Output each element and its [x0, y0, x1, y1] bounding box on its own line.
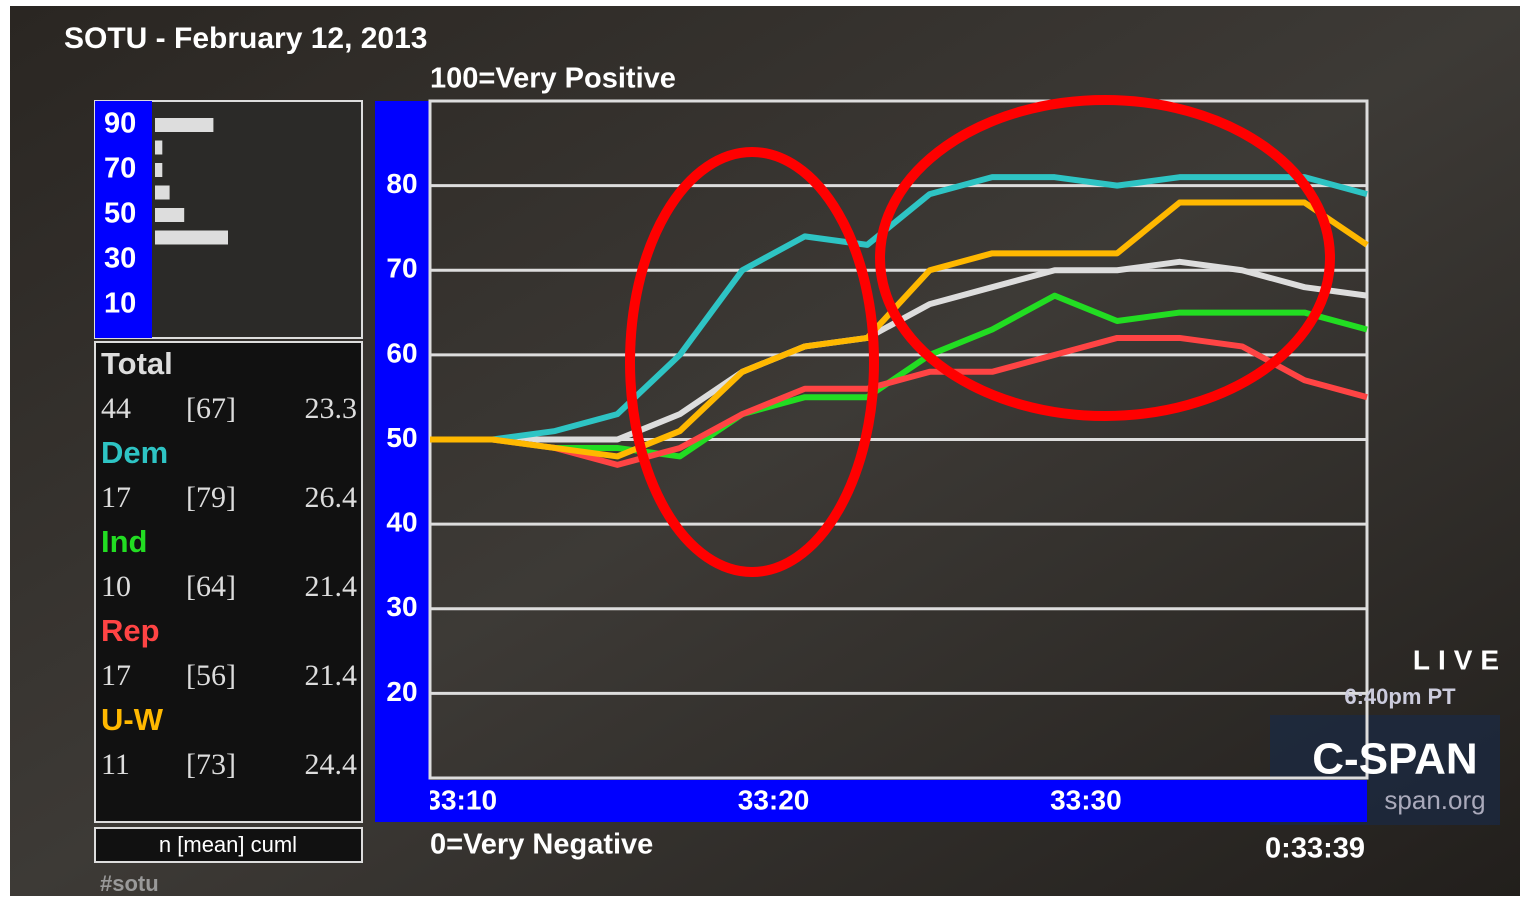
group-n: 17	[101, 659, 131, 692]
annotation-ellipse	[875, 95, 1335, 421]
group-name: Rep	[101, 613, 160, 648]
x-tick-group: 33:10 33:20 33:30	[425, 780, 1122, 815]
x-axis-strip	[430, 780, 1367, 822]
y-tick-label: 60	[386, 337, 417, 368]
y-tick-label: 30	[386, 591, 417, 622]
histogram-bar	[155, 163, 163, 177]
histogram-label: 90	[104, 108, 136, 140]
chart-layer: 20 30 40 50 60 70 80 33:10 33:20 33:30 90 70 50 30 10 T…	[101, 108, 1369, 815]
histogram-bar	[155, 185, 170, 200]
histogram-label: 10	[104, 288, 136, 320]
annotation-ellipse	[625, 147, 879, 577]
histogram-label: 30	[104, 243, 136, 275]
group-cuml: 24.4	[305, 748, 358, 781]
group-name: U-W	[101, 702, 164, 737]
footer-box	[94, 827, 363, 863]
group-cuml: 26.4	[305, 481, 358, 514]
group-cuml: 21.4	[305, 659, 358, 692]
group-mean: [67]	[186, 392, 236, 425]
top-label: 100=Very Positive	[430, 63, 676, 95]
histogram-label: 50	[104, 198, 136, 230]
panel-footer: n [mean] cuml	[159, 832, 297, 857]
y-tick-label: 50	[386, 422, 417, 453]
y-tick-label: 80	[386, 168, 417, 199]
clock: 0:33:39	[1265, 833, 1365, 865]
series-line	[430, 292, 1368, 460]
title: SOTU - February 12, 2013	[64, 22, 428, 55]
group-n: 10	[101, 570, 131, 603]
group-cuml: 23.3	[305, 392, 358, 425]
group-mean: [73]	[186, 748, 236, 781]
group-n: 17	[101, 481, 131, 514]
network: C-SPAN	[1312, 735, 1477, 784]
group-mean: [56]	[186, 659, 236, 692]
y-tick-label: 20	[386, 676, 417, 707]
histogram-bar	[155, 208, 185, 222]
group-cuml: 21.4	[305, 570, 358, 603]
hashtag: #sotu	[100, 871, 159, 896]
y-axis-strip	[375, 101, 430, 822]
histogram-bar	[155, 230, 228, 245]
histogram-strip	[95, 101, 152, 338]
group-name: Ind	[101, 524, 148, 559]
group-n: 11	[101, 748, 130, 781]
live: LIVE	[1413, 644, 1507, 675]
bottom-label: 0=Very Negative	[430, 829, 653, 861]
group-name: Dem	[101, 435, 168, 470]
series-line	[430, 174, 1368, 443]
group-n: 44	[101, 392, 131, 425]
histogram-bar	[155, 140, 163, 155]
histogram-label: 70	[104, 153, 136, 185]
histogram-bar	[155, 118, 214, 132]
group-mean: [64]	[186, 570, 236, 603]
group-mean: [79]	[186, 481, 236, 514]
series-line	[430, 199, 1369, 460]
x-tick-label: 33:20	[738, 784, 810, 815]
y-tick-label: 40	[386, 507, 417, 538]
series-line	[430, 334, 1368, 468]
live-time: 6:40pm PT	[1344, 684, 1456, 709]
y-tick-label: 70	[386, 253, 417, 284]
group-name: Total	[101, 346, 173, 381]
panel-box	[94, 341, 363, 823]
network-site: span.org	[1384, 785, 1485, 815]
x-tick-label: 33:10	[425, 784, 497, 815]
x-tick-label: 33:30	[1050, 784, 1122, 815]
